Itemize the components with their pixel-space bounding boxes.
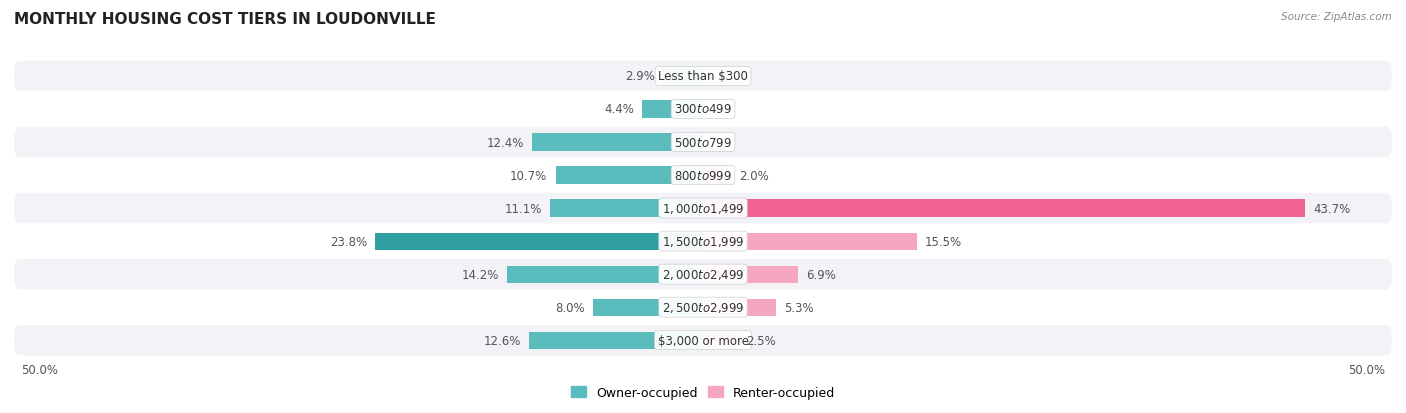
Bar <box>555 167 703 184</box>
Bar <box>703 299 776 316</box>
FancyBboxPatch shape <box>14 161 1392 191</box>
Text: 8.0%: 8.0% <box>555 301 585 314</box>
Bar <box>508 266 703 283</box>
Text: $2,000 to $2,499: $2,000 to $2,499 <box>662 268 744 281</box>
FancyBboxPatch shape <box>14 95 1392 125</box>
Text: 14.2%: 14.2% <box>461 268 499 281</box>
Text: $3,000 or more: $3,000 or more <box>658 334 748 347</box>
Text: 50.0%: 50.0% <box>1348 363 1385 376</box>
Text: 5.3%: 5.3% <box>785 301 814 314</box>
Text: $1,000 to $1,499: $1,000 to $1,499 <box>662 202 744 216</box>
FancyBboxPatch shape <box>14 226 1392 256</box>
FancyBboxPatch shape <box>14 193 1392 224</box>
Text: MONTHLY HOUSING COST TIERS IN LOUDONVILLE: MONTHLY HOUSING COST TIERS IN LOUDONVILL… <box>14 12 436 27</box>
Text: 11.1%: 11.1% <box>505 202 541 215</box>
Text: 10.7%: 10.7% <box>510 169 547 182</box>
Text: 12.6%: 12.6% <box>484 334 522 347</box>
Bar <box>703 332 738 349</box>
Text: 12.4%: 12.4% <box>486 136 524 149</box>
Bar <box>703 233 917 250</box>
Text: $300 to $499: $300 to $499 <box>673 103 733 116</box>
Bar <box>703 266 799 283</box>
FancyBboxPatch shape <box>14 62 1392 92</box>
Text: $500 to $799: $500 to $799 <box>673 136 733 149</box>
Bar <box>530 332 703 349</box>
Bar <box>531 134 703 151</box>
Text: 15.5%: 15.5% <box>925 235 962 248</box>
Bar <box>550 200 703 217</box>
Text: 6.9%: 6.9% <box>807 268 837 281</box>
Text: $1,500 to $1,999: $1,500 to $1,999 <box>662 235 744 249</box>
Text: $800 to $999: $800 to $999 <box>673 169 733 182</box>
Text: 43.7%: 43.7% <box>1313 202 1351 215</box>
Text: 23.8%: 23.8% <box>329 235 367 248</box>
Text: $2,500 to $2,999: $2,500 to $2,999 <box>662 300 744 314</box>
FancyBboxPatch shape <box>14 292 1392 323</box>
FancyBboxPatch shape <box>14 325 1392 356</box>
Bar <box>703 167 731 184</box>
Text: 4.4%: 4.4% <box>605 103 634 116</box>
FancyBboxPatch shape <box>14 128 1392 158</box>
Text: Less than $300: Less than $300 <box>658 70 748 83</box>
Text: 2.5%: 2.5% <box>745 334 776 347</box>
Bar <box>664 68 703 85</box>
Text: 50.0%: 50.0% <box>21 363 58 376</box>
Text: Source: ZipAtlas.com: Source: ZipAtlas.com <box>1281 12 1392 22</box>
Bar <box>703 200 1305 217</box>
FancyBboxPatch shape <box>14 259 1392 290</box>
Bar <box>375 233 703 250</box>
Text: 2.0%: 2.0% <box>738 169 769 182</box>
Text: 2.9%: 2.9% <box>624 70 655 83</box>
Legend: Owner-occupied, Renter-occupied: Owner-occupied, Renter-occupied <box>567 381 839 404</box>
Bar <box>643 101 703 118</box>
Bar <box>593 299 703 316</box>
